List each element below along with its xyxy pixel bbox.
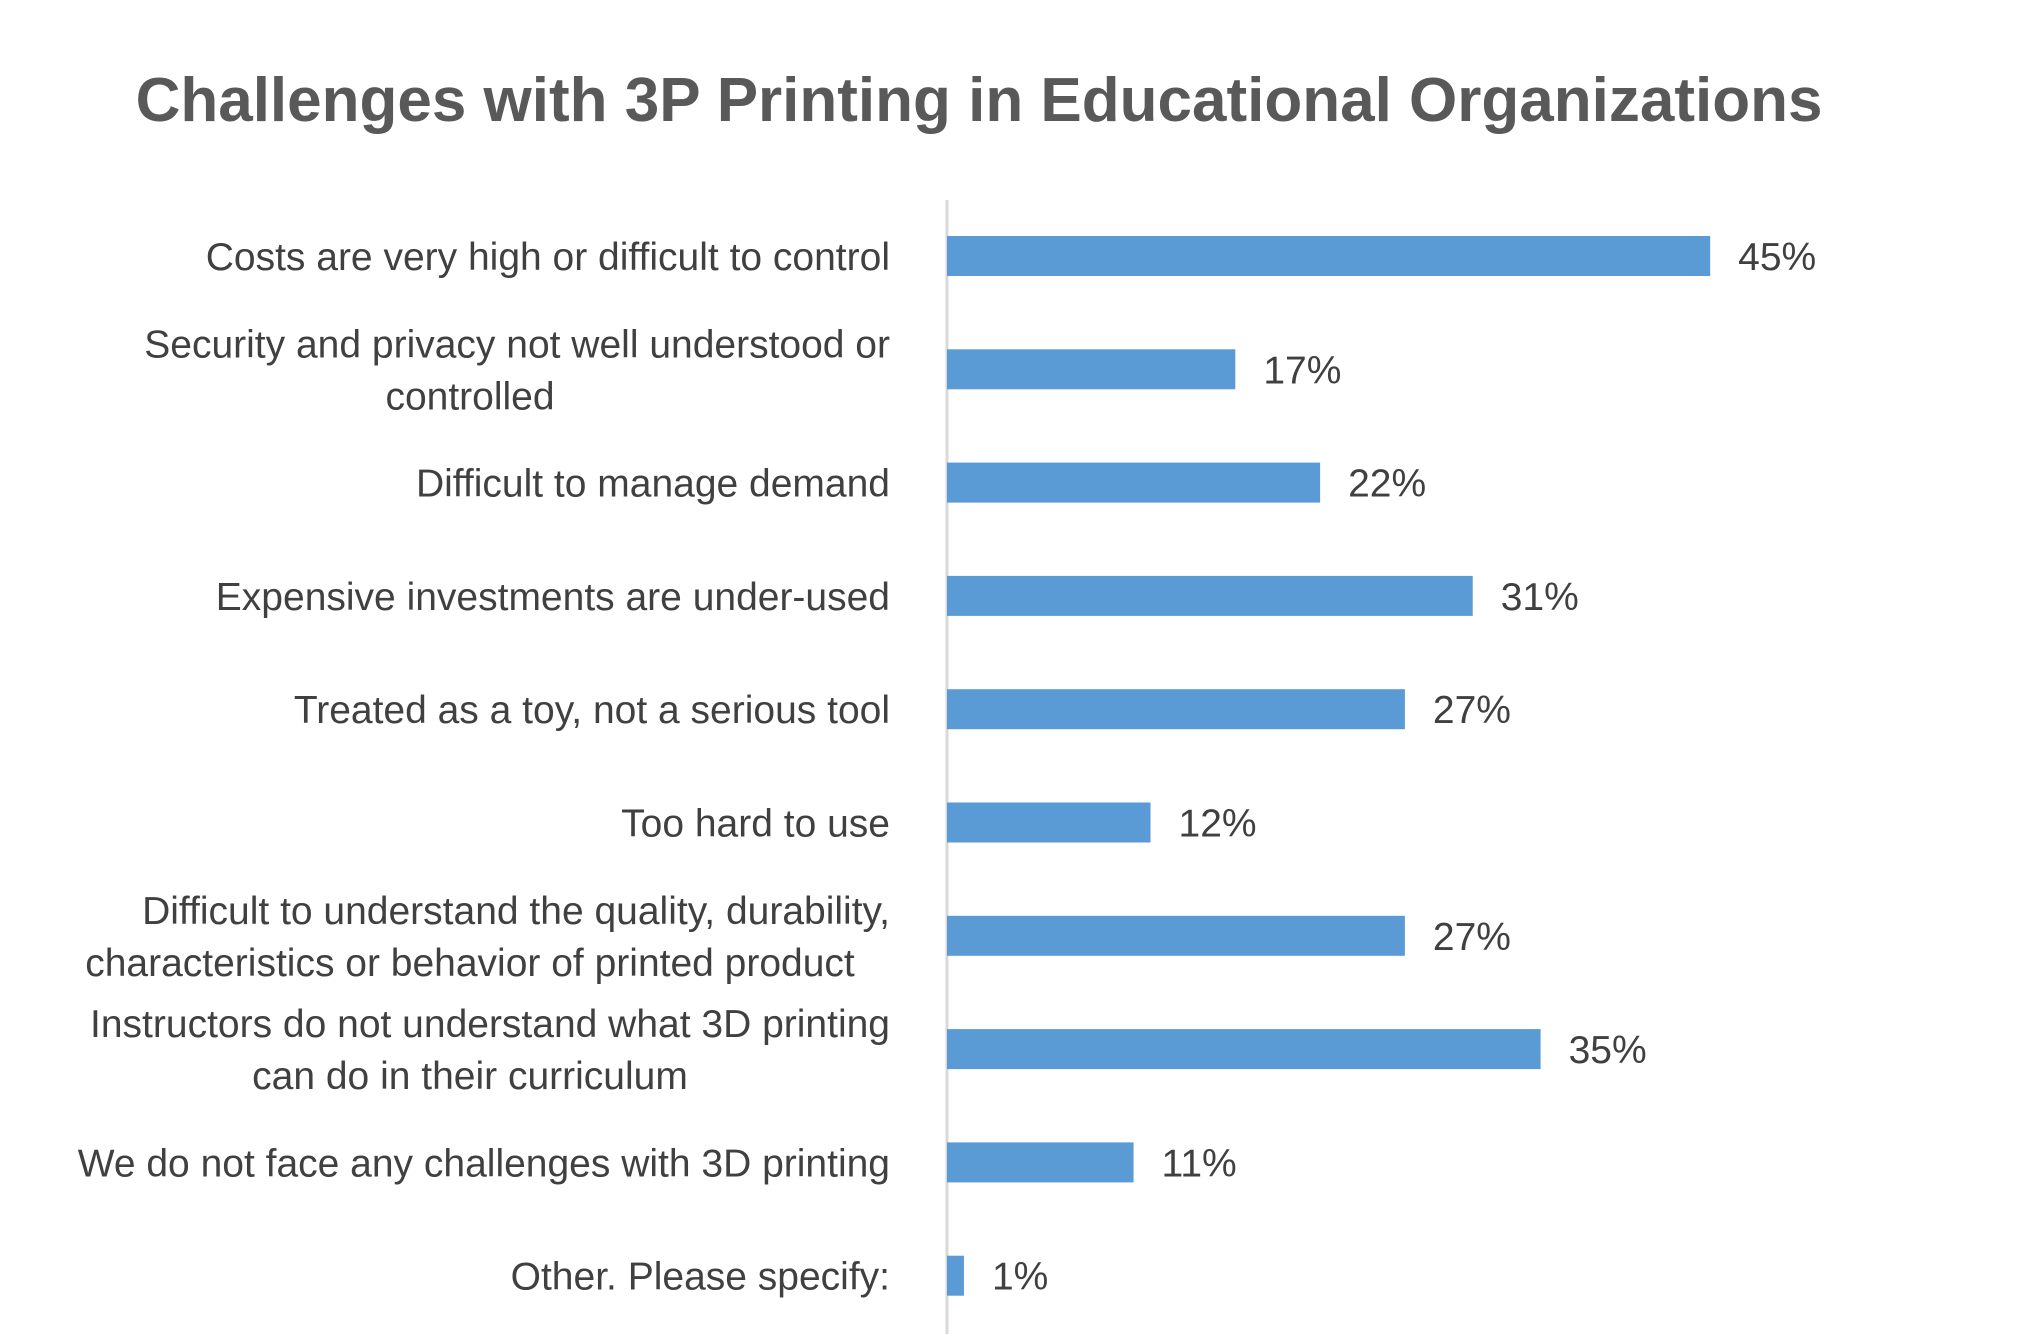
category-label: Security and privacy not well understood… (144, 323, 890, 366)
data-label: 22% (1348, 463, 1426, 506)
data-label: 27% (1433, 916, 1511, 959)
data-label: 12% (1179, 803, 1257, 846)
data-label: 11% (1162, 1142, 1237, 1185)
bar (947, 1029, 1541, 1070)
category-label: Difficult to understand the quality, dur… (142, 890, 890, 933)
chart-title: Challenges with 3P Printing in Education… (136, 66, 1823, 135)
data-label: 45% (1738, 236, 1816, 279)
bar (947, 1142, 1134, 1183)
category-label: Difficult to manage demand (416, 463, 890, 506)
data-label: 31% (1501, 576, 1579, 619)
category-label: Too hard to use (621, 803, 890, 846)
data-label: 17% (1263, 349, 1341, 392)
bar (947, 1255, 964, 1296)
category-label: characteristics or behavior of printed p… (85, 942, 855, 985)
category-label: We do not face any challenges with 3D pr… (78, 1142, 890, 1185)
category-label: Expensive investments are under-used (216, 576, 890, 619)
data-label: 1% (992, 1256, 1048, 1299)
bar (947, 915, 1405, 956)
bars-group: 45% Costs are very high or difficult to c… (78, 236, 1816, 1299)
bar (947, 349, 1236, 390)
category-label: can do in their curriculum (252, 1055, 688, 1098)
category-label: Other. Please specify: (511, 1256, 890, 1299)
bar (947, 802, 1151, 843)
category-label: Instructors do not understand what 3D pr… (90, 1003, 890, 1046)
bar (947, 462, 1321, 503)
category-label: controlled (385, 375, 554, 418)
bar (947, 689, 1405, 730)
bar (947, 236, 1711, 276)
category-label: Treated as a toy, not a serious tool (294, 689, 890, 732)
bar (947, 575, 1473, 616)
category-label: Costs are very high or difficult to cont… (206, 236, 890, 279)
data-label: 35% (1569, 1029, 1647, 1072)
data-label: 27% (1433, 689, 1511, 732)
